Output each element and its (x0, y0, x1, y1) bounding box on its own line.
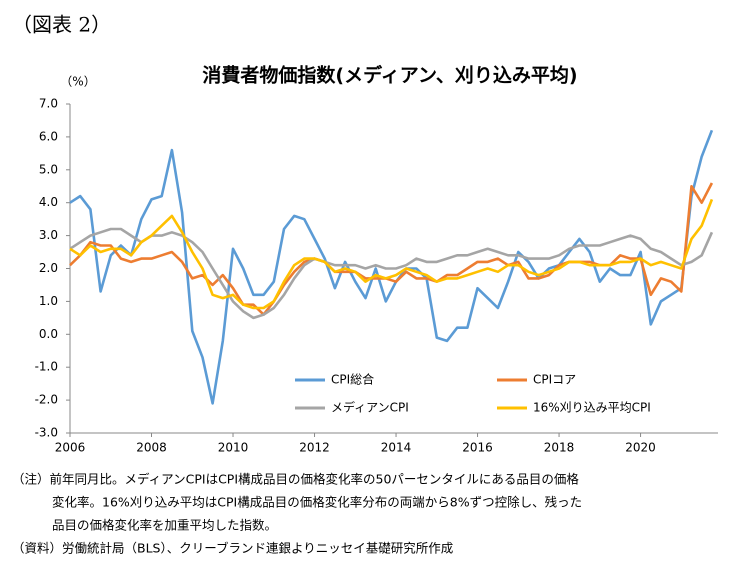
legend-label: 16%刈り込み平均CPI (533, 401, 651, 415)
y-tick-label: -2.0 (35, 393, 58, 407)
series-line (69, 129, 714, 405)
note: 品目の価格変化率を加重平均した指数。 (52, 518, 277, 533)
legend-label: メディアンCPI (331, 400, 409, 415)
y-tick-label: 0.0 (39, 327, 58, 341)
y-unit: （%） (60, 75, 95, 89)
legend-label: CPIコア (533, 373, 576, 387)
y-tick-label: 4.0 (39, 195, 58, 209)
x-tick-label: 2006 (55, 441, 86, 455)
figure-label: （図表 2） (12, 13, 111, 37)
x-tick-label: 2020 (625, 441, 656, 455)
y-tick-label: -3.0 (35, 426, 58, 440)
legend-label: CPI総合 (331, 372, 374, 387)
note: 変化率。16%刈り込み平均はCPI構成品目の価格変化率分布の両端から8%ずつ控除… (52, 495, 582, 510)
series-line (69, 227, 714, 320)
x-tick-label: 2014 (381, 441, 412, 455)
y-tick-label: 7.0 (39, 97, 58, 111)
chart-title: 消費者物価指数(メディアン、刈り込み平均) (202, 64, 577, 87)
x-tick-label: 2010 (218, 441, 249, 455)
y-tick-label: -1.0 (35, 360, 58, 374)
x-tick-label: 2012 (299, 441, 330, 455)
y-tick-label: 5.0 (39, 162, 58, 176)
y-tick-label: 3.0 (39, 228, 58, 242)
x-tick-label: 2018 (544, 441, 575, 455)
y-tick-label: 6.0 (39, 129, 58, 143)
series-line (69, 198, 714, 310)
note: （注）前年同月比。メディアンCPIはCPI構成品目の価格変化率の50パーセンタイ… (12, 472, 579, 487)
x-tick-label: 2016 (462, 441, 493, 455)
note: （資料）労働統計局（BLS）、クリーブランド連銀よりニッセイ基礎研究所作成 (12, 541, 453, 556)
y-tick-label: 1.0 (39, 294, 58, 308)
y-tick-label: 2.0 (39, 261, 58, 275)
x-tick-label: 2008 (136, 441, 167, 455)
